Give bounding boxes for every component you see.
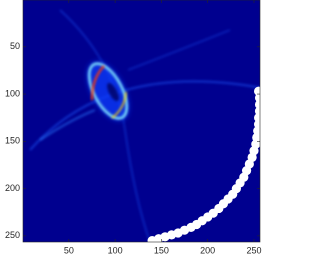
lens-hot-edge <box>111 91 127 119</box>
x-tick-label: 50 <box>64 245 74 255</box>
wave-arc <box>39 109 96 141</box>
marker <box>252 132 260 143</box>
x-tick-label: 100 <box>108 245 123 255</box>
chart: 50 100 150 200 250 50 100 150 200 250 <box>5 0 261 255</box>
x-tick-label: 150 <box>154 245 169 255</box>
y-tick-label: 250 <box>5 230 20 240</box>
wave-arc <box>127 29 231 71</box>
wave-arc <box>29 80 260 151</box>
heatmap-features <box>29 9 260 242</box>
lens-hot-edge <box>91 65 105 101</box>
marker-group <box>147 86 260 242</box>
marker <box>147 235 157 242</box>
y-tick-label: 150 <box>5 136 20 146</box>
y-tick-label: 100 <box>5 88 20 98</box>
x-tick-label: 200 <box>200 245 215 255</box>
x-tick-label: 250 <box>246 245 261 255</box>
lens-edge <box>88 62 128 120</box>
lens-core <box>107 82 119 102</box>
y-tick-label: 200 <box>5 183 20 193</box>
axes-box <box>22 0 261 243</box>
wave-arc <box>59 9 151 242</box>
page: {"chart_data": {"type": "heatmap-scatter… <box>4 0 262 256</box>
y-tick-label: 50 <box>10 41 20 51</box>
